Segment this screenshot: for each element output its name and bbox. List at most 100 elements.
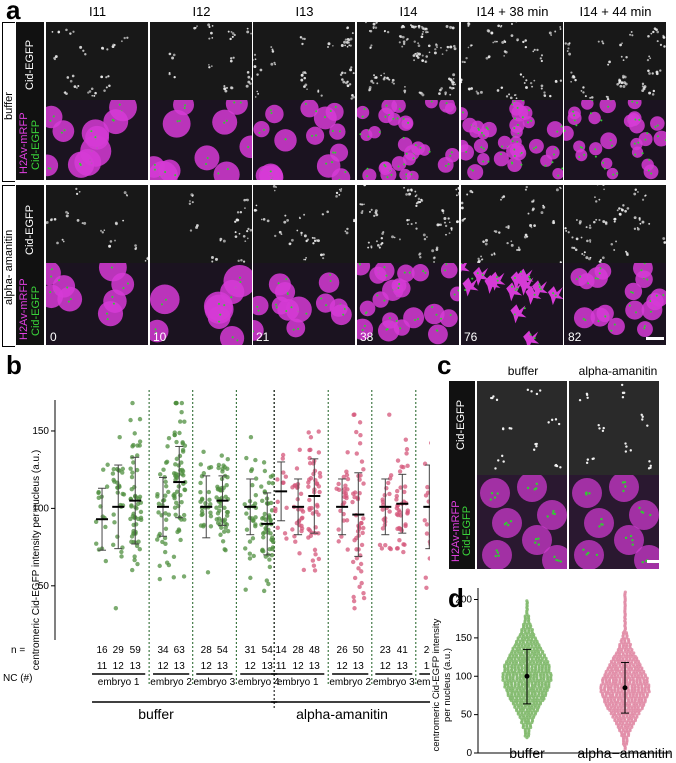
data-point xyxy=(317,489,322,495)
cid-dot xyxy=(662,294,665,297)
centromere-dot xyxy=(613,217,617,221)
data-point xyxy=(267,514,272,520)
tile-background xyxy=(477,381,567,475)
cid-dot xyxy=(402,117,405,120)
data-point xyxy=(427,556,430,561)
data-point xyxy=(295,485,300,491)
nucleus xyxy=(581,100,594,110)
data-point xyxy=(360,530,365,536)
data-point xyxy=(530,627,534,632)
nucleus xyxy=(46,154,59,177)
data-point xyxy=(314,509,319,515)
nucleus xyxy=(357,318,374,340)
nucleus xyxy=(634,545,659,569)
centromere-dot xyxy=(436,223,440,227)
centromere-dot xyxy=(306,88,308,91)
centromere-dot xyxy=(641,89,645,93)
cid-dot xyxy=(534,541,537,544)
cid-dot xyxy=(573,114,576,117)
centromere-dot xyxy=(189,200,191,202)
cid-dot xyxy=(638,118,641,121)
centromere-dot xyxy=(380,74,382,77)
cid-dot xyxy=(106,312,109,315)
data-point xyxy=(222,505,227,510)
centromere-dot xyxy=(417,44,421,47)
centromere-dot xyxy=(246,30,250,34)
centromere-dot xyxy=(445,49,448,52)
data-point xyxy=(397,469,403,474)
cid-dot xyxy=(628,304,631,307)
centromere-dot xyxy=(650,32,653,35)
centromere-dot xyxy=(517,248,521,252)
cid-dot xyxy=(118,103,121,106)
data-point xyxy=(172,491,177,497)
n-value: 50 xyxy=(353,645,365,656)
data-point xyxy=(248,435,254,440)
data-point xyxy=(297,447,302,452)
cid-dot xyxy=(270,112,273,115)
centromere-dot xyxy=(485,56,489,60)
cid-dot xyxy=(514,289,517,292)
nucleus xyxy=(629,500,659,530)
centromere-dot xyxy=(243,198,246,202)
nucleus xyxy=(391,278,407,294)
data-point xyxy=(253,515,258,520)
condition-buffer-label: buffer xyxy=(3,92,15,120)
embryo-label: embryo 3 xyxy=(373,677,415,688)
micrograph-cid-tile xyxy=(46,22,148,100)
cid-dot xyxy=(599,267,602,270)
cid-dot xyxy=(269,109,272,112)
cid-dot xyxy=(600,517,603,521)
y-axis-label-line1: centromeric Cid-EGFP intensity xyxy=(431,618,442,751)
centromere-dot xyxy=(171,56,175,60)
cid-dot xyxy=(457,289,459,292)
cid-dot xyxy=(544,164,547,167)
y-tick-label: 50 xyxy=(461,710,473,721)
centromere-dot xyxy=(505,95,509,98)
centromere-dot xyxy=(372,25,375,29)
cid-dot xyxy=(311,134,314,137)
centromere-dot xyxy=(451,26,455,30)
cid-dot xyxy=(338,179,341,180)
centromere-dot xyxy=(492,395,495,398)
cid-dot xyxy=(603,167,606,170)
centromere-dot xyxy=(373,76,377,79)
channel-strip xyxy=(16,22,44,100)
data-point xyxy=(224,509,230,515)
centromere-dot xyxy=(453,47,457,51)
centromere-dot xyxy=(497,459,500,462)
centromere-dot xyxy=(134,244,137,247)
data-point xyxy=(359,459,365,464)
centromere-dot xyxy=(107,75,110,78)
centromere-dot xyxy=(443,216,447,220)
data-point xyxy=(425,484,430,490)
micrograph-cid-tile xyxy=(253,185,355,263)
centromere-dot xyxy=(477,257,480,260)
data-point xyxy=(404,447,410,452)
micrograph-merge-tile xyxy=(357,263,459,345)
centromere-dot xyxy=(470,87,473,90)
data-point xyxy=(208,524,214,529)
centromere-dot xyxy=(305,72,307,75)
nucleus xyxy=(632,263,653,279)
nucleus xyxy=(594,263,612,280)
cid-dot xyxy=(176,120,179,123)
centromere-dot xyxy=(400,26,404,29)
cid-dot xyxy=(629,534,633,538)
cid-dot xyxy=(383,299,386,302)
data-point xyxy=(119,554,124,559)
cid-dot xyxy=(552,292,555,295)
centromere-dot xyxy=(246,71,250,74)
cid-dot xyxy=(523,307,526,310)
centromere-dot xyxy=(208,66,211,69)
nucleus xyxy=(253,121,270,138)
centromere-dot xyxy=(346,227,349,231)
data-point xyxy=(225,457,230,462)
centromere-dot xyxy=(383,72,385,75)
cid-dot xyxy=(598,525,601,528)
cid-dot xyxy=(304,102,307,105)
cid-dot xyxy=(164,170,167,173)
centromere-dot xyxy=(61,238,64,241)
cid-dot xyxy=(239,281,242,284)
col-header-i14-38: I14 + 38 min xyxy=(476,4,549,19)
